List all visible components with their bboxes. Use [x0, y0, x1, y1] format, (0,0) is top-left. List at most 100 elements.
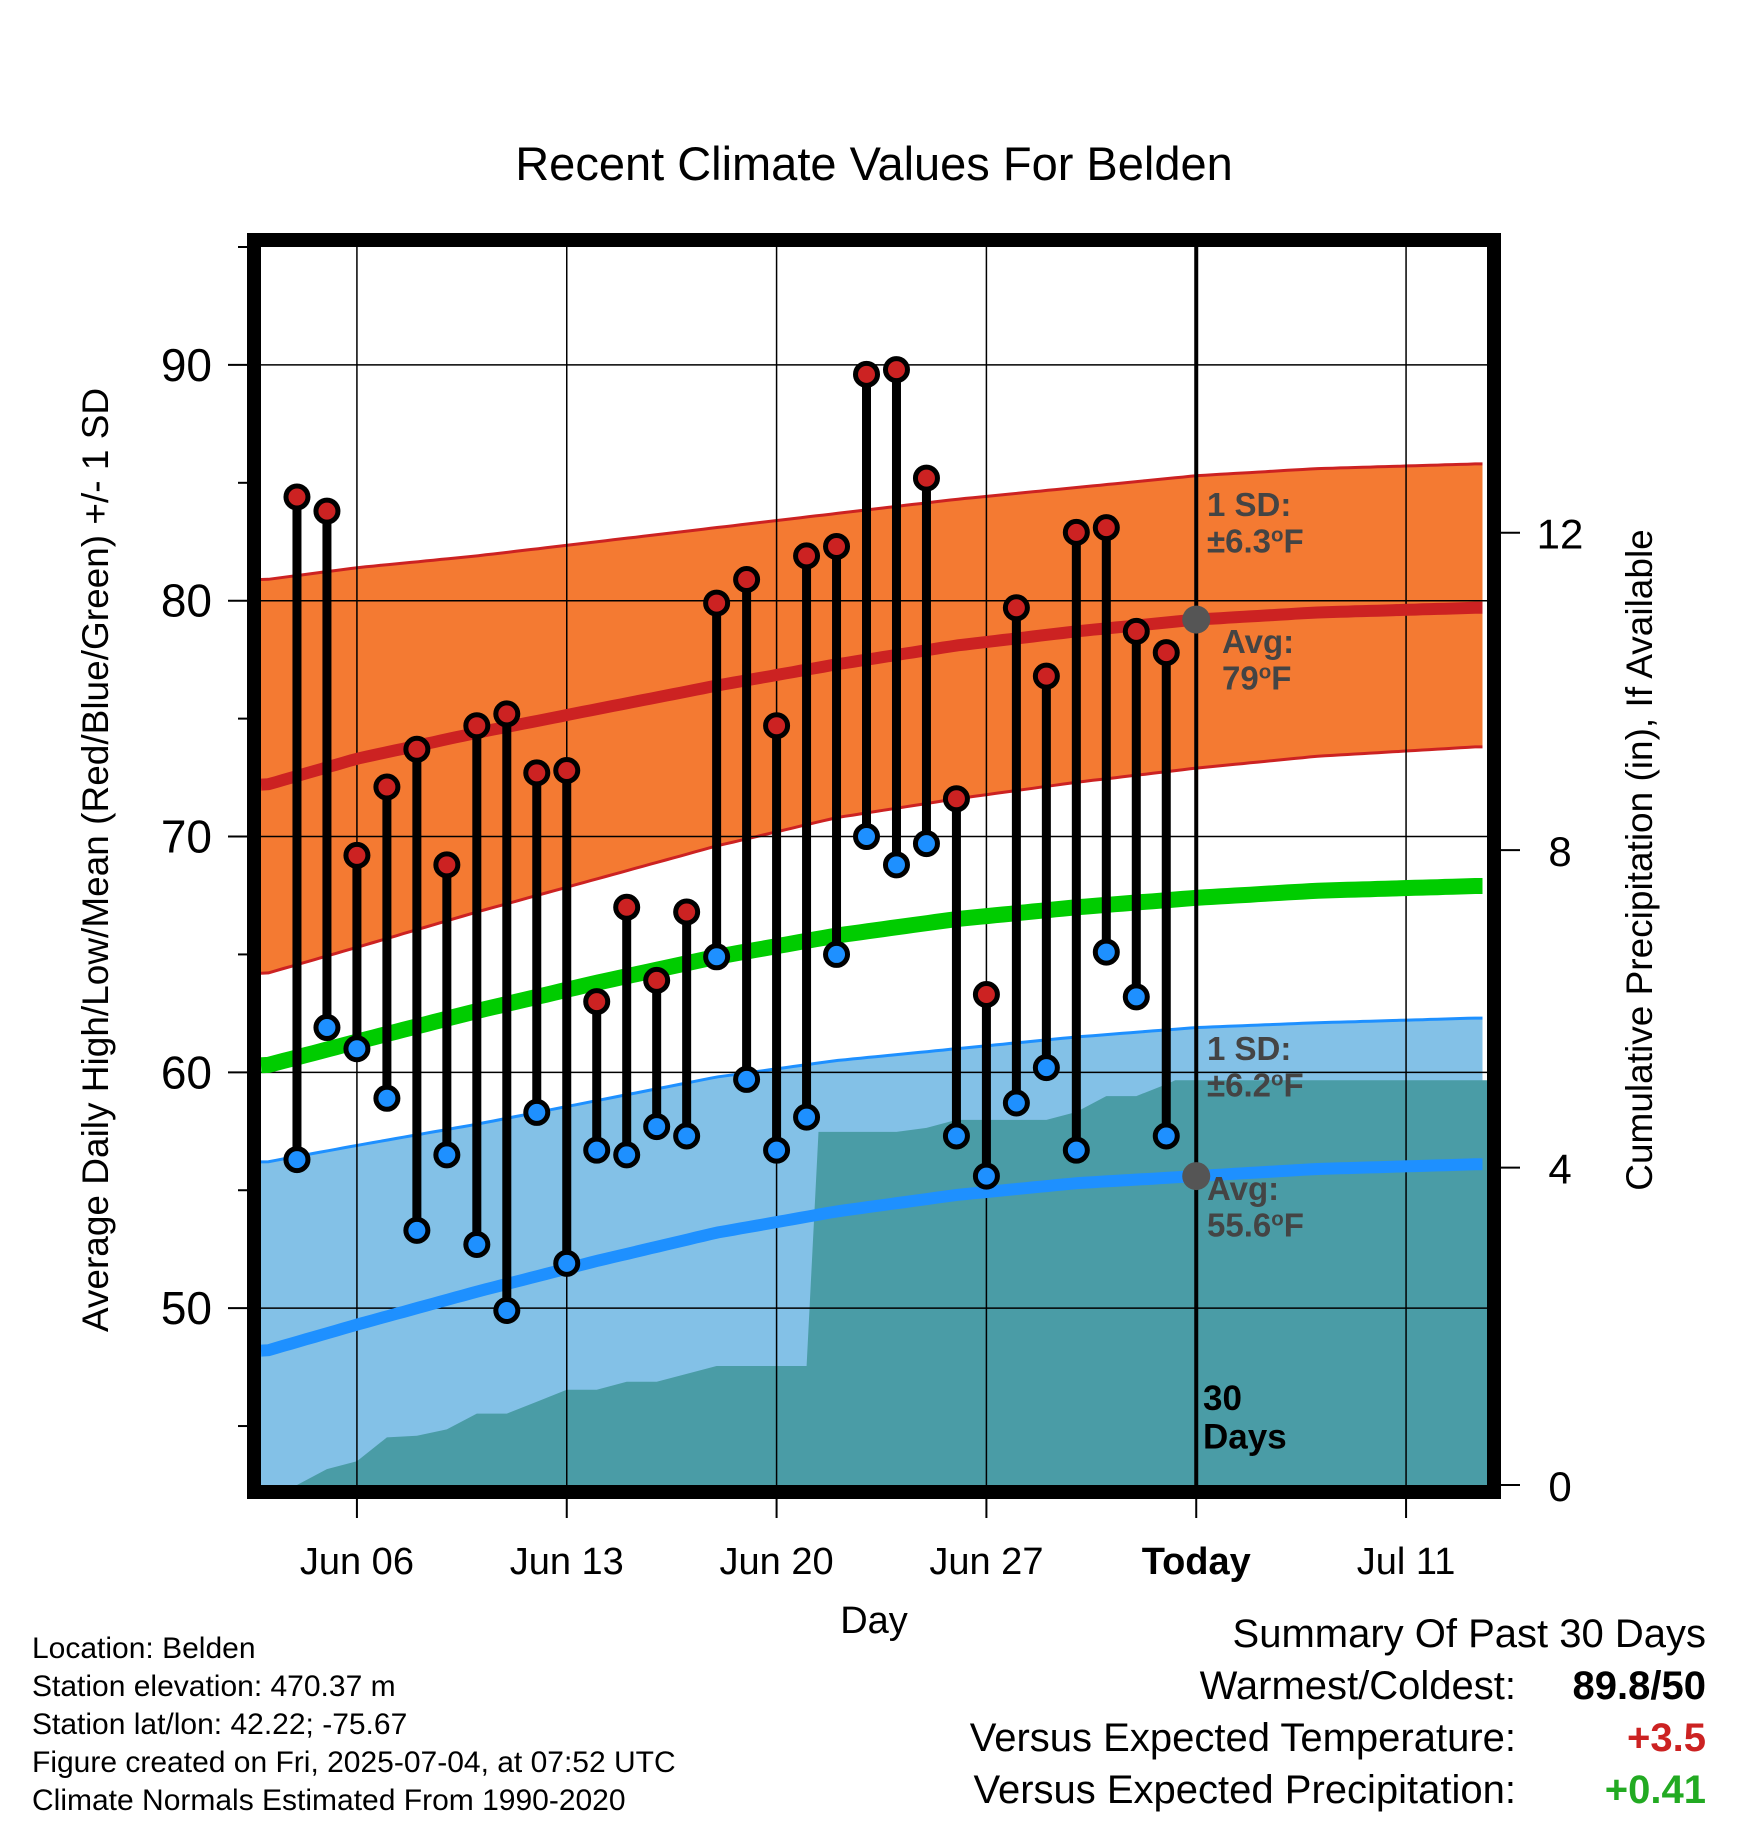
- daily-low-point: [613, 1141, 641, 1169]
- warmest-coldest-value: 89.8/50: [1572, 1664, 1706, 1708]
- right-tick-label: 0: [1548, 1463, 1571, 1510]
- x-tick-label: Today: [1142, 1541, 1251, 1583]
- precip-value: +0.41: [1604, 1768, 1706, 1812]
- high-sd-lower-line: [261, 745, 1483, 975]
- high-avg-annotation: Avg: 79oF: [1222, 623, 1294, 696]
- x-tick-label: Jun 27: [929, 1541, 1043, 1583]
- axes: 50 60 70 80 90 0 4 8 12 Jun 06 Jun 13 Jun 20 Jun 27 T…: [161, 233, 1583, 1583]
- daily-high-point: [553, 756, 581, 784]
- low-sd-annotation-line: ±6.2oF: [1207, 1066, 1304, 1103]
- left-axis-label: Average Daily High/Low/Mean (Red/Blue/Gr…: [75, 388, 116, 1332]
- daily-low-point: [673, 1122, 701, 1150]
- right-tick-label: 4: [1548, 1146, 1571, 1193]
- figure-created: Figure created on Fri, 2025-07-04, at 07…: [32, 1746, 676, 1779]
- high-avg-annotation-line: 79oF: [1222, 659, 1291, 696]
- daily-low-point: [283, 1146, 311, 1174]
- low-sd-annotation-part: F: [1283, 1066, 1303, 1103]
- warmest-coldest-label: Warmest/Coldest:: [1199, 1664, 1516, 1708]
- summary-panel: Summary Of Past 30 Days Warmest/Coldest:…: [970, 1612, 1706, 1820]
- low-avg-annotation: Avg: 55.6oF: [1207, 1170, 1304, 1243]
- daily-high-point: [1092, 514, 1120, 542]
- low-avg-annotation-line: 55.6oF: [1207, 1206, 1304, 1243]
- daily-low-point: [703, 943, 731, 971]
- station-info: Location: Belden Station elevation: 470.…: [32, 1630, 676, 1820]
- daily-high-point: [733, 565, 761, 593]
- high-avg-annotation-line: Avg:: [1222, 623, 1294, 660]
- daily-low-point: [343, 1035, 371, 1063]
- daily-high-point: [493, 700, 521, 728]
- x-tick-label: Jun 20: [720, 1541, 834, 1583]
- daily-low-point: [882, 851, 910, 879]
- temp-label: Versus Expected Temperature:: [969, 1716, 1516, 1760]
- climate-normals-note: Climate Normals Estimated From 1990-2020: [32, 1784, 626, 1817]
- high-sd-annotation-line: 1 SD:: [1207, 486, 1291, 523]
- mean-avg-line: [261, 878, 1483, 1074]
- daily-high-point: [912, 464, 940, 492]
- daily-low-point: [733, 1065, 761, 1093]
- daily-high-point: [643, 966, 671, 994]
- x-axis-label: Day: [840, 1600, 908, 1642]
- plot-frame: [247, 233, 1501, 1499]
- daily-low-point: [313, 1014, 341, 1042]
- high-sd-annotation-line: ±6.3oF: [1207, 522, 1304, 559]
- left-tick-label: 50: [161, 1282, 212, 1334]
- daily-low-point: [853, 823, 881, 851]
- left-tick-label: 90: [161, 339, 212, 391]
- high-sd-annotation-part: o: [1271, 523, 1283, 546]
- low-avg-annotation-part: F: [1284, 1206, 1304, 1243]
- daily-high-point: [1002, 594, 1030, 622]
- chart-title: Recent Climate Values For Belden: [515, 137, 1233, 190]
- daily-high-point: [703, 589, 731, 617]
- daily-low-point: [1152, 1122, 1180, 1150]
- daily-low-point: [912, 830, 940, 858]
- summary-title: Summary Of Past 30 Days: [1232, 1612, 1706, 1656]
- daily-low-point: [463, 1230, 491, 1258]
- low-sd-annotation-line: 1 SD:: [1207, 1030, 1291, 1067]
- low-sd-annotation-part: o: [1271, 1067, 1283, 1090]
- daily-low-point: [972, 1162, 1000, 1190]
- high-sd-annotation-part: F: [1283, 522, 1303, 559]
- daily-high-point: [823, 532, 851, 560]
- right-tick-label: 8: [1548, 828, 1571, 875]
- daily-low-point: [1062, 1136, 1090, 1164]
- daily-high-point: [283, 483, 311, 511]
- daily-high-point: [463, 712, 491, 740]
- summary-warmest-coldest: Warmest/Coldest: 89.8/50: [970, 1664, 1706, 1716]
- right-axis-label: Cumulative Precipitation (in), If Availa…: [1619, 529, 1660, 1191]
- daily-high-point: [1062, 518, 1090, 546]
- low-avg-annotation-part: o: [1271, 1207, 1283, 1230]
- daily-high-point: [343, 841, 371, 869]
- left-tick-label: 60: [161, 1046, 212, 1098]
- daily-high-point: [403, 735, 431, 763]
- station-elevation: Station elevation: 470.37 m: [32, 1670, 396, 1703]
- daily-high-point: [523, 759, 551, 787]
- low-sd-annotation-part: ±6.2: [1207, 1066, 1271, 1103]
- daily-high-point: [673, 898, 701, 926]
- daily-low-point: [763, 1136, 791, 1164]
- station-location: Location: Belden: [32, 1632, 256, 1665]
- daily-high-point: [583, 988, 611, 1016]
- summary-precip: Versus Expected Precipitation: +0.41: [970, 1768, 1706, 1820]
- low-avg-annotation-line: Avg:: [1207, 1170, 1279, 1207]
- daily-high-point: [942, 785, 970, 813]
- low-avg-annotation-part: 55.6: [1207, 1206, 1271, 1243]
- high-avg-line: [261, 601, 1483, 791]
- daily-high-point: [763, 712, 791, 740]
- daily-low-point: [493, 1297, 521, 1325]
- station-latlon: Station lat/lon: 42.22; -75.67: [32, 1708, 408, 1741]
- daily-high-point: [853, 360, 881, 388]
- daily-low-point: [553, 1249, 581, 1277]
- daily-high-point: [882, 356, 910, 384]
- daily-low-point: [823, 940, 851, 968]
- daily-high-point: [1152, 639, 1180, 667]
- low-avg-line: [261, 1158, 1483, 1357]
- left-tick-label: 70: [161, 811, 212, 863]
- high-avg-annotation-part: 79: [1222, 659, 1259, 696]
- daily-high-point: [793, 542, 821, 570]
- daily-low-point: [1002, 1089, 1030, 1117]
- daily-low-point: [523, 1098, 551, 1126]
- low-sd-upper-line: [261, 1016, 1483, 1164]
- window-days-annotation-line: Days: [1203, 1418, 1287, 1457]
